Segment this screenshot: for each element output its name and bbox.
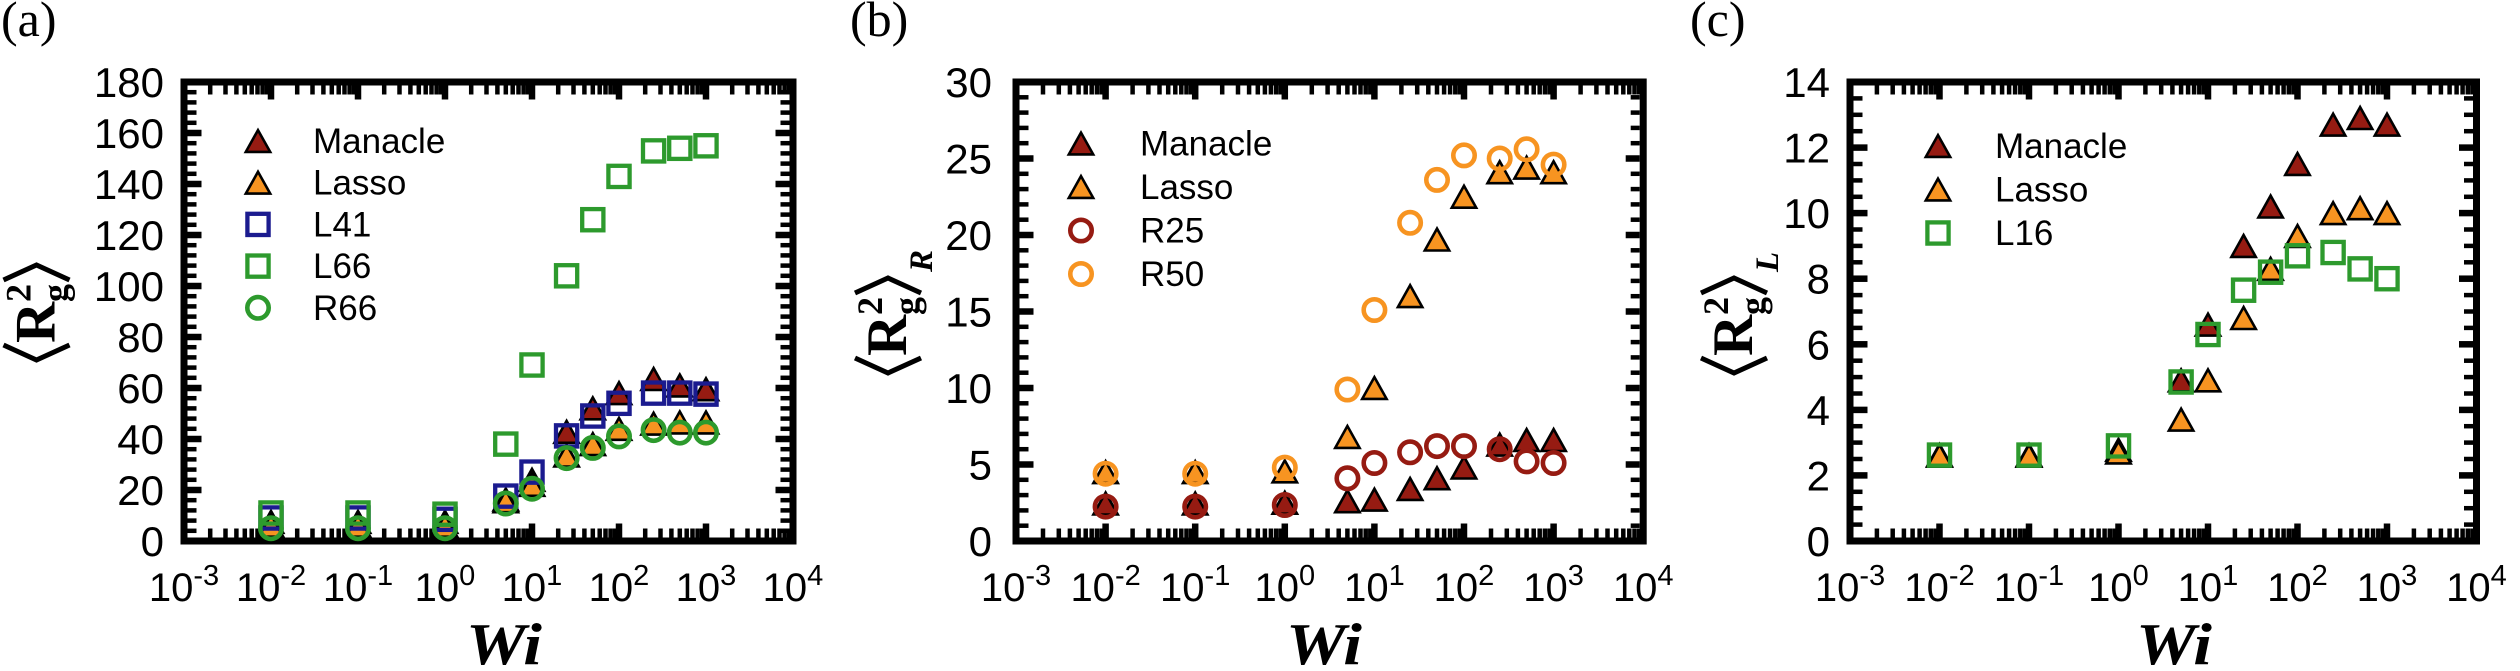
svg-text:4: 4	[1807, 387, 1830, 434]
svg-text:0: 0	[141, 518, 164, 565]
svg-text:12: 12	[1783, 125, 1830, 172]
svg-text:R: R	[904, 250, 940, 273]
svg-text:R: R	[5, 301, 68, 343]
svg-text:(a): (a)	[1, 0, 57, 47]
svg-text:Manacle: Manacle	[1140, 125, 1272, 164]
svg-text:2: 2	[850, 297, 890, 315]
svg-text:20: 20	[117, 467, 164, 514]
svg-text:20: 20	[945, 212, 992, 259]
svg-text:15: 15	[945, 289, 992, 336]
svg-text:6: 6	[1807, 321, 1830, 368]
svg-text:5: 5	[969, 442, 992, 489]
svg-text:R50: R50	[1140, 255, 1204, 294]
svg-text:Wi: Wi	[466, 611, 543, 666]
svg-text:180: 180	[94, 59, 164, 106]
svg-text:Lasso: Lasso	[1995, 171, 2088, 210]
svg-text:14: 14	[1783, 59, 1830, 106]
svg-text:101: 101	[2178, 560, 2239, 610]
svg-text:R: R	[856, 314, 919, 356]
svg-text:R25: R25	[1140, 212, 1204, 251]
svg-text:60: 60	[117, 365, 164, 412]
svg-text:104: 104	[1613, 560, 1674, 610]
svg-text:R66: R66	[313, 289, 377, 328]
svg-text:Wi: Wi	[1286, 611, 1363, 666]
svg-text:10: 10	[945, 365, 992, 412]
svg-text:Manacle: Manacle	[1995, 127, 2127, 166]
svg-text:2: 2	[0, 284, 39, 302]
svg-text:g: g	[36, 284, 76, 302]
svg-text:Lasso: Lasso	[1140, 168, 1233, 207]
svg-text:100: 100	[94, 263, 164, 310]
svg-text:Lasso: Lasso	[313, 164, 406, 203]
svg-text:120: 120	[94, 212, 164, 259]
svg-text:160: 160	[94, 110, 164, 157]
svg-text:0: 0	[1807, 518, 1830, 565]
svg-text:0: 0	[969, 518, 992, 565]
svg-text:40: 40	[117, 416, 164, 463]
svg-text:Manacle: Manacle	[313, 122, 445, 161]
svg-text:10-2: 10-2	[1070, 560, 1140, 610]
svg-text:Wi: Wi	[2136, 611, 2213, 666]
svg-text:8: 8	[1807, 256, 1830, 303]
svg-text:80: 80	[117, 314, 164, 361]
svg-text:g: g	[887, 297, 927, 315]
svg-text:L66: L66	[313, 247, 371, 286]
svg-text:30: 30	[945, 59, 992, 106]
svg-text:L41: L41	[313, 205, 371, 244]
svg-text:25: 25	[945, 136, 992, 183]
svg-text:g: g	[1733, 297, 1773, 315]
svg-text:(c): (c)	[1690, 0, 1746, 47]
svg-text:L16: L16	[1995, 214, 2053, 253]
svg-text:L: L	[1750, 252, 1786, 273]
svg-text:2: 2	[1807, 452, 1830, 499]
svg-text:(b): (b)	[850, 0, 908, 47]
svg-text:2: 2	[1696, 297, 1736, 315]
svg-text:10: 10	[1783, 190, 1830, 237]
svg-text:R: R	[1702, 314, 1765, 356]
svg-text:140: 140	[94, 161, 164, 208]
